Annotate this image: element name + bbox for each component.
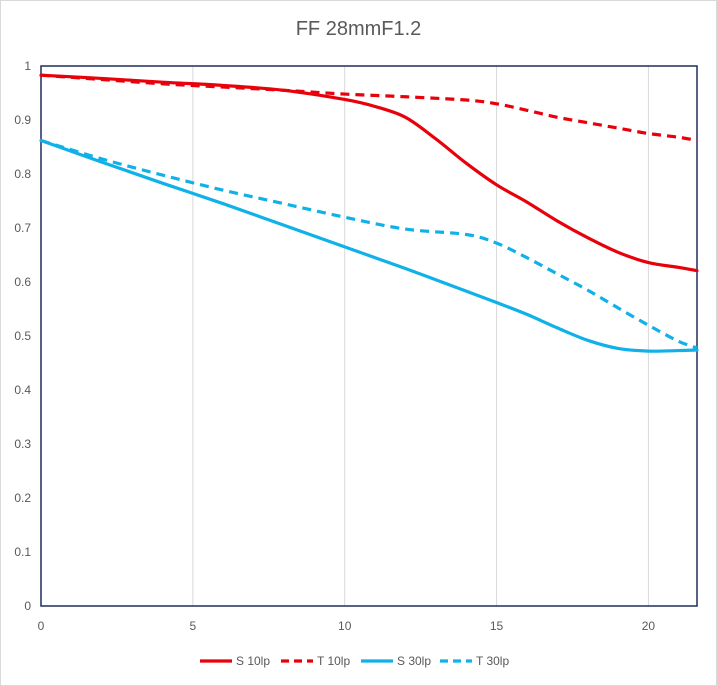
legend-label: T 30lp [476,654,509,668]
plot-border [40,65,698,607]
y-tick-label: 0.9 [14,113,31,127]
x-tick-label: 15 [490,619,504,633]
series-line-t-30lp [40,138,698,350]
chart-title: FF 28mmF1.2 [295,18,422,40]
y-tick-label: 0.8 [14,167,31,181]
series-line-s-10lp [39,73,699,273]
series-line-s-30lp [39,138,699,353]
series-lines [39,73,699,353]
legend-label: S 10lp [236,654,270,668]
y-tick-label: 0.1 [14,545,31,559]
x-tick-label: 5 [190,619,197,633]
legend-label: S 30lp [397,654,431,668]
x-tick-label: 20 [642,619,656,633]
series-line-t-10lp [40,73,698,143]
y-tick-label: 0.4 [14,383,31,397]
x-tick-label: 0 [38,619,45,633]
gridlines [192,66,649,606]
legend: S 10lp T 10lp S 30lp T 30lp [200,654,509,668]
legend-label: T 10lp [317,654,350,668]
y-tick-label: 0.2 [14,491,31,505]
y-tick-label: 1 [24,59,31,73]
y-tick-label: 0.3 [14,437,31,451]
y-tick-label: 0 [24,599,31,613]
plot-area [40,65,698,607]
y-tick-label: 0.7 [14,221,31,235]
x-tick-label: 10 [338,619,352,633]
y-tick-label: 0.5 [14,329,31,343]
axis-ticks: 00.10.20.30.40.50.60.70.80.910 5 10 15 20 [14,59,655,633]
y-tick-label: 0.6 [14,275,31,289]
